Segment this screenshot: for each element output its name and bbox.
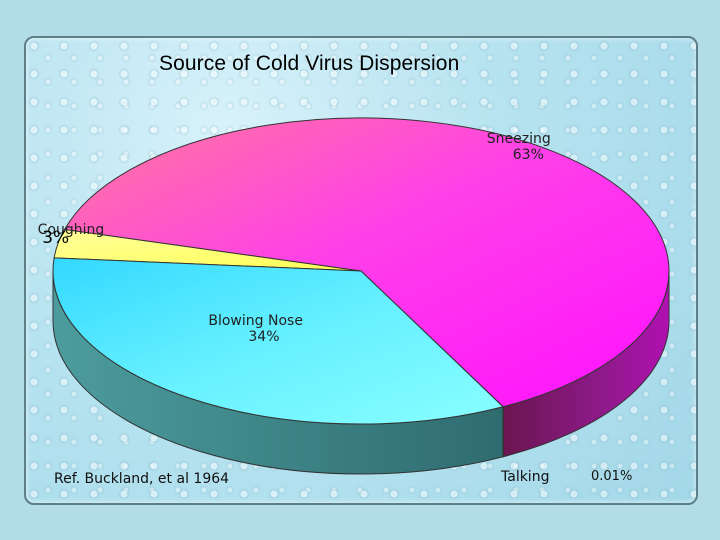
pie-chart bbox=[52, 117, 670, 475]
chart-title: Source of Cold Virus Dispersion bbox=[159, 52, 460, 75]
slice-value: 34% bbox=[248, 329, 280, 346]
slice-label-coughing: Coughing bbox=[38, 222, 105, 238]
slice-name: Blowing Nose bbox=[208, 313, 303, 330]
slice-value-talking: 0.01% bbox=[591, 469, 633, 484]
pie-slice-blowing-nose bbox=[52, 257, 505, 425]
slice-name: Coughing bbox=[37, 222, 105, 239]
slice-label-talking: Talking bbox=[501, 469, 550, 485]
slice-name: Sneezing bbox=[486, 131, 551, 148]
reference-note: Ref. Buckland, et al 1964 bbox=[54, 471, 230, 487]
slice-value: 63% bbox=[512, 147, 544, 164]
slice-label-blowing-nose: Blowing Nose 34% bbox=[208, 313, 303, 345]
slice-value-coughing: 3% bbox=[42, 227, 70, 248]
chart-panel: Source of Cold Virus Dispersion bbox=[24, 36, 698, 505]
pie-slice-sneezing bbox=[63, 117, 670, 408]
slice-label-sneezing: Sneezing 63% bbox=[487, 131, 551, 163]
